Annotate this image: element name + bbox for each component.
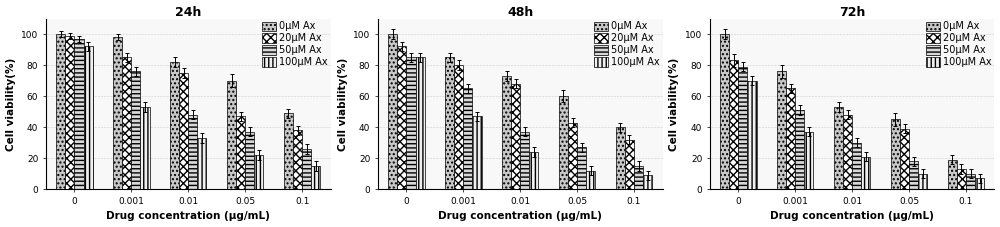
Bar xyxy=(948,160,957,189)
Title: 24h: 24h xyxy=(175,5,201,19)
Bar xyxy=(720,34,729,189)
Y-axis label: Cell viability(%): Cell viability(%) xyxy=(6,57,16,151)
Bar xyxy=(416,57,425,189)
Bar xyxy=(122,57,131,189)
Title: 72h: 72h xyxy=(839,5,865,19)
Bar xyxy=(804,132,813,189)
Bar xyxy=(909,161,918,189)
Bar xyxy=(140,107,150,189)
Bar xyxy=(834,107,843,189)
Bar xyxy=(577,147,586,189)
Bar xyxy=(302,149,311,189)
Bar xyxy=(918,174,927,189)
Bar xyxy=(966,174,975,189)
Bar xyxy=(520,132,529,189)
Bar xyxy=(406,57,416,189)
Bar xyxy=(559,96,568,189)
Bar xyxy=(113,37,122,189)
Bar xyxy=(84,47,93,189)
Bar xyxy=(729,60,738,189)
Bar xyxy=(188,115,197,189)
Bar xyxy=(786,88,795,189)
Bar xyxy=(795,110,804,189)
Bar xyxy=(511,84,520,189)
Legend: 0μM Ax, 20μM Ax, 50μM Ax, 100μM Ax: 0μM Ax, 20μM Ax, 50μM Ax, 100μM Ax xyxy=(592,20,662,69)
Title: 48h: 48h xyxy=(507,5,533,19)
Legend: 0μM Ax, 20μM Ax, 50μM Ax, 100μM Ax: 0μM Ax, 20μM Ax, 50μM Ax, 100μM Ax xyxy=(924,20,993,69)
Bar xyxy=(311,166,320,189)
Bar xyxy=(170,62,179,189)
Bar xyxy=(56,34,65,189)
Bar xyxy=(634,166,643,189)
Bar xyxy=(293,130,302,189)
Bar xyxy=(197,138,206,189)
Bar xyxy=(254,155,263,189)
Bar xyxy=(284,113,293,189)
Bar xyxy=(900,129,909,189)
X-axis label: Drug concentration (μg/mL): Drug concentration (μg/mL) xyxy=(770,211,934,222)
Bar xyxy=(227,81,236,189)
Bar xyxy=(975,178,984,189)
Bar xyxy=(245,132,254,189)
Bar xyxy=(777,71,786,189)
X-axis label: Drug concentration (μg/mL): Drug concentration (μg/mL) xyxy=(438,211,602,222)
Bar xyxy=(445,57,454,189)
Bar xyxy=(74,39,84,189)
Y-axis label: Cell viability(%): Cell viability(%) xyxy=(669,57,679,151)
Bar xyxy=(861,157,870,189)
Bar xyxy=(454,65,463,189)
Bar xyxy=(852,143,861,189)
Bar xyxy=(472,116,482,189)
Bar xyxy=(643,175,652,189)
X-axis label: Drug concentration (μg/mL): Drug concentration (μg/mL) xyxy=(106,211,270,222)
Bar xyxy=(625,140,634,189)
Bar xyxy=(179,73,188,189)
Bar xyxy=(616,127,625,189)
Bar xyxy=(568,123,577,189)
Bar xyxy=(529,152,538,189)
Bar xyxy=(388,34,397,189)
Legend: 0μM Ax, 20μM Ax, 50μM Ax, 100μM Ax: 0μM Ax, 20μM Ax, 50μM Ax, 100μM Ax xyxy=(261,20,330,69)
Bar xyxy=(397,47,406,189)
Bar xyxy=(586,171,595,189)
Bar xyxy=(747,81,757,189)
Bar xyxy=(957,169,966,189)
Bar xyxy=(463,88,472,189)
Bar xyxy=(65,36,74,189)
Y-axis label: Cell viability(%): Cell viability(%) xyxy=(338,57,348,151)
Bar xyxy=(131,71,140,189)
Bar xyxy=(843,115,852,189)
Bar xyxy=(236,116,245,189)
Bar xyxy=(738,67,747,189)
Bar xyxy=(502,76,511,189)
Bar xyxy=(891,119,900,189)
